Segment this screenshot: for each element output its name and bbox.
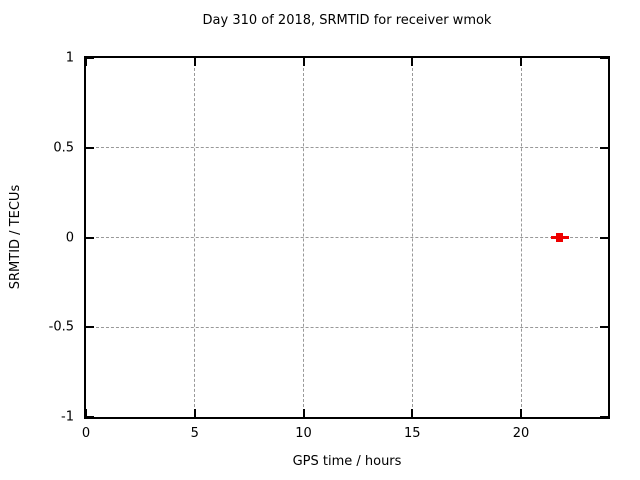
x-tick-top	[85, 58, 87, 66]
x-axis-label: GPS time / hours	[292, 454, 402, 469]
x-tick-bottom	[411, 409, 414, 417]
x-tick-top	[520, 58, 522, 66]
y-gridline	[86, 147, 608, 149]
x-tick-label: 0	[81, 426, 91, 441]
y-tick-label: -1	[61, 409, 74, 425]
y-tick-right	[600, 236, 608, 239]
x-tick-bottom	[85, 409, 87, 417]
y-tick-right	[600, 416, 608, 418]
plot-area	[84, 56, 610, 419]
x-tick-bottom	[193, 409, 196, 417]
y-gridline	[86, 237, 608, 238]
y-tick-left	[86, 416, 94, 418]
y-tick-right	[600, 326, 608, 329]
y-tick-label: 0	[65, 230, 74, 245]
y-tick-label: 1	[65, 50, 74, 66]
y-tick-left	[86, 326, 94, 329]
x-tick-label: 20	[512, 426, 530, 441]
x-tick-top	[193, 58, 196, 66]
x-tick-top	[411, 58, 414, 66]
y-tick-left	[86, 236, 94, 239]
x-tick-label: 10	[295, 426, 312, 441]
y-tick-left	[86, 146, 94, 149]
x-tick-label: 5	[190, 426, 199, 441]
y-tick-label: 0.5	[53, 140, 74, 156]
marker-center-square	[556, 232, 564, 242]
y-axis-label: SRMTID / TECUs	[8, 184, 23, 290]
y-tick-left	[86, 57, 94, 59]
x-tick-label: 15	[403, 426, 421, 441]
x-tick-bottom	[302, 409, 305, 417]
y-tick-label: -0.5	[48, 319, 74, 335]
x-tick-bottom	[520, 409, 522, 417]
y-tick-right	[600, 146, 608, 149]
y-tick-right	[600, 57, 608, 59]
chart-title: Day 310 of 2018, SRMTID for receiver wmo…	[202, 13, 492, 28]
y-gridline	[86, 326, 608, 328]
x-tick-top	[302, 58, 305, 66]
